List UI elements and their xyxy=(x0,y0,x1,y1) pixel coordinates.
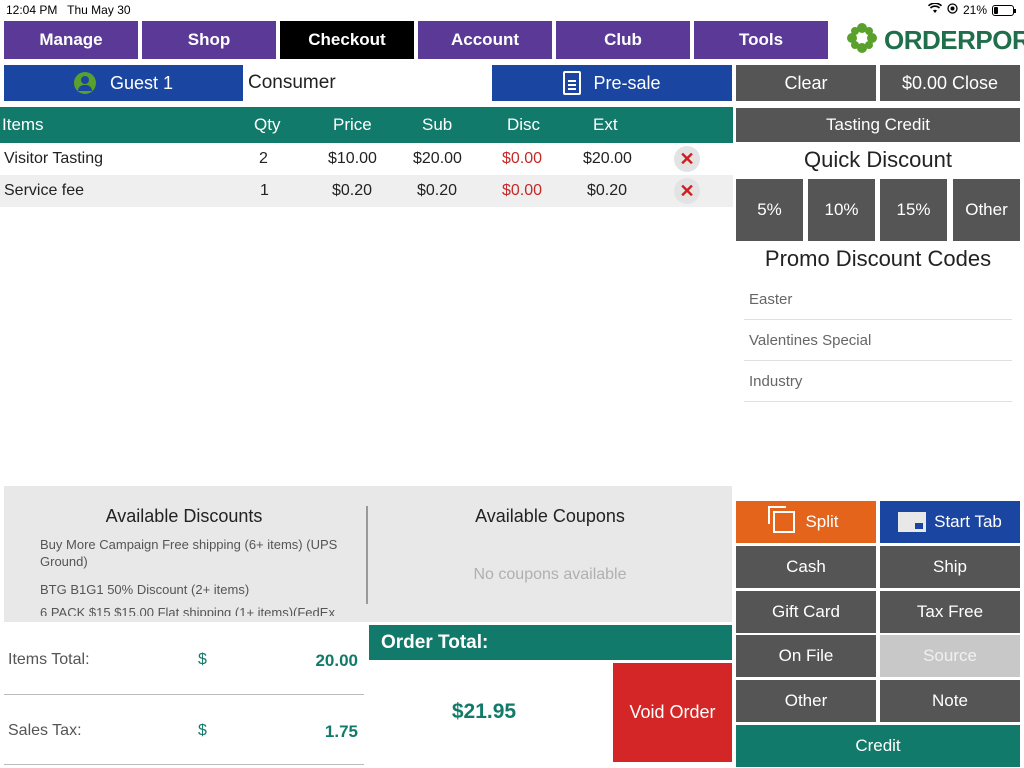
logo-text: ORDERPORT xyxy=(884,24,1024,55)
clear-button[interactable]: Clear xyxy=(736,65,876,101)
available-coupons-title: Available Coupons xyxy=(475,506,625,526)
split-icon xyxy=(768,506,796,533)
split-button[interactable]: Split xyxy=(736,501,876,543)
available-discounts-title: Available Discounts xyxy=(105,506,263,526)
header-items: Items xyxy=(2,115,44,134)
item-ext: $20.00 xyxy=(583,150,632,167)
discount-item[interactable]: BTG B1G1 50% Discount (2+ items) xyxy=(40,582,250,597)
status-time: 12:04 PM xyxy=(6,3,58,17)
void-order-button[interactable]: Void Order xyxy=(613,663,732,762)
remove-item-icon[interactable]: ✕ xyxy=(674,146,700,172)
header-disc: Disc xyxy=(507,115,541,134)
header-qty: Qty xyxy=(254,115,281,134)
split-label: Split xyxy=(805,512,839,531)
battery-icon xyxy=(992,4,1016,16)
wifi-icon xyxy=(927,2,943,17)
tax-free-button[interactable]: Tax Free xyxy=(880,591,1020,633)
quick-discount-title: Quick Discount xyxy=(804,147,952,172)
nav-manage[interactable]: Manage xyxy=(4,21,138,59)
items-table-header: Items Qty Price Sub Disc Ext xyxy=(0,107,733,143)
item-sub: $0.20 xyxy=(417,182,458,199)
start-tab-label: Start Tab xyxy=(934,512,1002,531)
nav-club[interactable]: Club xyxy=(556,21,690,59)
item-price: $10.00 xyxy=(328,150,377,167)
items-total-value: 20.00 xyxy=(315,651,358,670)
orderport-logo: ORDERPORT xyxy=(846,21,1024,59)
panel-divider xyxy=(366,506,368,604)
on-file-button[interactable]: On File xyxy=(736,635,876,677)
discount-item[interactable]: 6 PACK $15 $15.00 Flat shipping (1+ item… xyxy=(40,604,340,616)
discount-item[interactable]: Buy More Campaign Free shipping (6+ item… xyxy=(40,537,338,569)
item-qty: 2 xyxy=(259,150,268,167)
items-total-label: Items Total: xyxy=(8,651,90,668)
guest-label: Guest 1 xyxy=(109,72,174,93)
item-name: Service fee xyxy=(4,182,85,199)
sales-tax-value: 1.75 xyxy=(324,722,358,741)
promo-code-item[interactable]: Industry xyxy=(744,361,1012,402)
promo-codes-title: Promo Discount Codes xyxy=(764,246,992,271)
no-coupons-text: No coupons available xyxy=(473,566,627,583)
tasting-credit-button[interactable]: Tasting Credit xyxy=(736,108,1020,142)
items-total-currency: $ xyxy=(198,651,207,668)
sales-tax-label: Sales Tax: xyxy=(8,722,82,739)
table-row[interactable]: Service fee 1 $0.20 $0.20 $0.00 $0.20 ✕ xyxy=(0,175,733,207)
promo-code-item[interactable]: Valentines Special xyxy=(744,320,1012,361)
flower-logo-icon xyxy=(846,22,878,59)
cash-button[interactable]: Cash xyxy=(736,546,876,588)
nav-shop[interactable]: Shop xyxy=(142,21,276,59)
ship-button[interactable]: Ship xyxy=(880,546,1020,588)
note-button[interactable]: Note xyxy=(880,680,1020,722)
nav-tools[interactable]: Tools xyxy=(694,21,828,59)
nav-account[interactable]: Account xyxy=(418,21,552,59)
item-price: $0.20 xyxy=(332,182,373,199)
item-name: Visitor Tasting xyxy=(4,150,104,167)
quick-discount-15[interactable]: 15% xyxy=(880,179,947,241)
table-row[interactable]: Visitor Tasting 2 $10.00 $20.00 $0.00 $2… xyxy=(0,143,733,175)
presale-button[interactable]: Pre-sale xyxy=(492,65,732,101)
quick-discount-other[interactable]: Other xyxy=(953,179,1020,241)
order-total-label: Order Total: xyxy=(369,625,732,660)
discount-item-text: 6 PACK $15 $15.00 Flat shipping (1+ item… xyxy=(40,605,335,616)
divider xyxy=(4,764,364,765)
sales-tax-currency: $ xyxy=(198,722,207,739)
source-button[interactable]: Source xyxy=(880,635,1020,677)
header-sub: Sub xyxy=(422,115,453,134)
item-ext: $0.20 xyxy=(587,182,628,199)
status-bar: 12:04 PM Thu May 30 21% xyxy=(0,0,1024,20)
promo-code-item[interactable]: Easter xyxy=(744,279,1012,320)
order-total-value: $21.95 xyxy=(451,700,517,723)
item-disc[interactable]: $0.00 xyxy=(502,150,543,167)
other-button[interactable]: Other xyxy=(736,680,876,722)
divider xyxy=(4,694,364,695)
item-sub: $20.00 xyxy=(413,150,462,167)
guest-button[interactable]: Guest 1 xyxy=(4,65,243,101)
quick-discount-10[interactable]: 10% xyxy=(808,179,875,241)
tab-icon xyxy=(898,512,927,532)
user-avatar-icon xyxy=(73,72,96,94)
item-qty: 1 xyxy=(260,182,269,199)
document-icon xyxy=(563,71,582,95)
header-ext: Ext xyxy=(593,115,618,134)
location-icon xyxy=(947,3,958,17)
gift-card-button[interactable]: Gift Card xyxy=(736,591,876,633)
quick-discount-5[interactable]: 5% xyxy=(736,179,803,241)
credit-button[interactable]: Credit xyxy=(736,725,1020,767)
start-tab-button[interactable]: Start Tab xyxy=(880,501,1020,543)
remove-item-icon[interactable]: ✕ xyxy=(674,178,700,204)
battery-percent: 21% xyxy=(962,3,987,17)
presale-label: Pre-sale xyxy=(593,72,661,93)
nav-checkout[interactable]: Checkout xyxy=(280,21,414,59)
header-price: Price xyxy=(333,115,372,134)
close-button[interactable]: $0.00 Close xyxy=(880,65,1020,101)
customer-type: Consumer xyxy=(248,72,336,93)
item-disc[interactable]: $0.00 xyxy=(502,182,543,199)
status-date: Thu May 30 xyxy=(67,3,131,17)
discounts-coupons-panel: Available Discounts Buy More Campaign Fr… xyxy=(4,486,732,622)
